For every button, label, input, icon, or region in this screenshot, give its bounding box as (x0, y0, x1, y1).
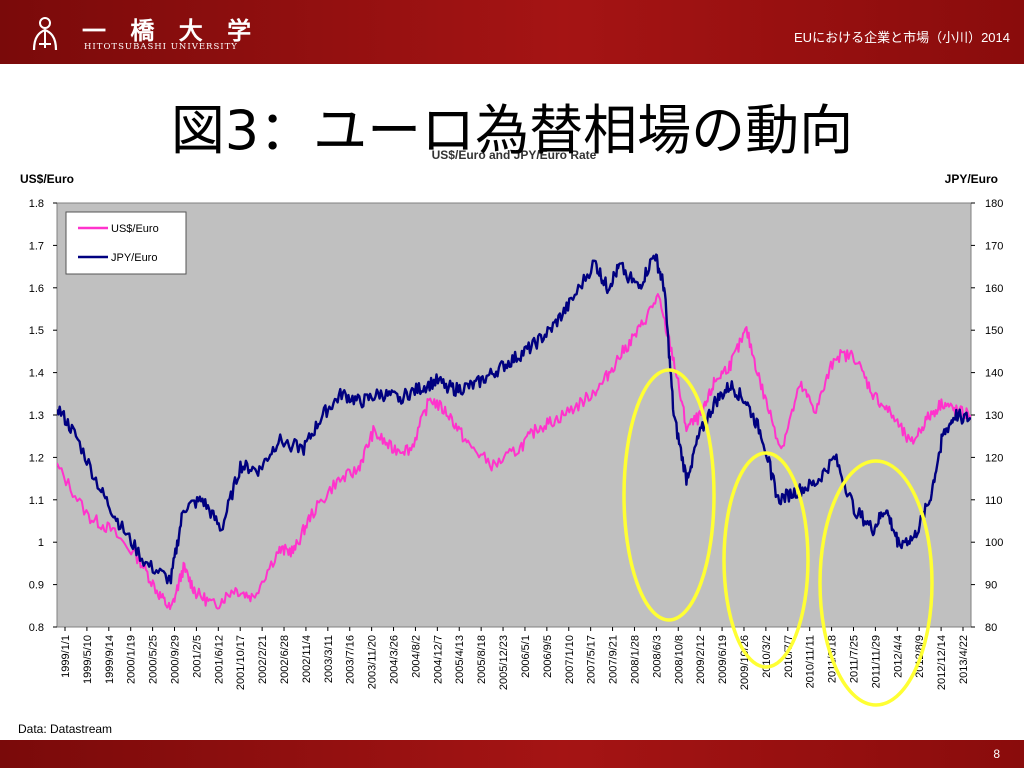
legend: US$/Euro JPY/Euro (65, 211, 187, 275)
x-tick-label: 2008/6/3 (651, 635, 663, 678)
x-tick-label: 2003/11/20 (367, 635, 379, 689)
y-tick-label-right: 130 (985, 410, 1003, 422)
x-tick-label: 2007/9/21 (608, 635, 620, 684)
legend-box (65, 211, 187, 275)
x-tick-label: 2004/8/2 (410, 635, 422, 678)
x-tick-label: 2010/11/11 (805, 635, 817, 688)
highlight-ellipse-2008 (622, 368, 716, 622)
x-tick-label: 2004/12/7 (432, 635, 444, 684)
x-tick-label: 2008/10/8 (673, 635, 685, 684)
y-tick-label-left: 1.3 (29, 410, 44, 422)
y-tick-label-right: 120 (985, 452, 1003, 464)
page-number: 8 (993, 747, 1000, 761)
highlight-ellipse-2010 (722, 451, 810, 669)
x-tick-label: 2005/8/18 (476, 635, 488, 684)
x-tick-label: 2002/11/4 (301, 635, 313, 683)
x-tick-label: 2006/9/5 (542, 635, 554, 678)
chart-title: US$/Euro and JPY/Euro Rate (432, 148, 597, 162)
y-tick-label-left: 1.2 (29, 452, 44, 464)
x-tick-label: 2003/3/11 (323, 635, 335, 683)
exchange-rate-chart: US$/Euro and JPY/Euro Rate US$/Euro JPY/Eu… (20, 148, 1003, 707)
legend-label: US$/Euro (111, 223, 159, 235)
y-tick-label-right: 180 (985, 198, 1003, 210)
y-tick-label-right: 110 (985, 495, 1003, 507)
x-tick-label: 2005/12/23 (498, 635, 510, 690)
x-tick-label: 2000/5/25 (148, 635, 160, 684)
x-tick-label: 2007/1/10 (564, 635, 576, 684)
x-tick-label: 2002/2/21 (257, 635, 269, 684)
y-tick-label-right: 140 (985, 368, 1003, 380)
y-tick-label-right: 100 (985, 537, 1003, 549)
y-tick-label-left: 1.7 (29, 240, 44, 252)
x-tick-label: 2013/4/22 (958, 635, 970, 684)
y-tick-label-right: 80 (985, 622, 997, 634)
x-tick-label: 2010/3/2 (761, 635, 773, 678)
slide-title: 図3：ユーロ為替相場の動向 (170, 99, 854, 162)
x-tick-label: 2006/5/1 (520, 635, 532, 678)
y-tick-label-left: 1.8 (29, 198, 44, 210)
y-tick-label-right: 150 (985, 325, 1003, 337)
data-source-note: Data: Datastream (18, 722, 113, 736)
highlight-ellipse-2011 (818, 459, 934, 707)
x-tick-label: 2001/10/17 (235, 635, 247, 690)
x-tick-label: 2000/9/29 (170, 635, 182, 684)
x-tick-label: 2012/4/4 (892, 635, 904, 678)
y-tick-label-left: 1 (38, 537, 44, 549)
header-bar: 一 橋 大 学 HITOTSUBASHI UNIVERSITY EUにおける企業… (0, 0, 1024, 64)
x-tick-label: 2001/2/5 (191, 635, 203, 678)
y-tick-label-left: 1.4 (29, 368, 44, 380)
y-tick-label-right: 160 (985, 283, 1003, 295)
logo-text-jp: 一 橋 大 学 (82, 16, 260, 45)
x-tick-label: 2009/2/12 (695, 635, 707, 684)
x-tick-label: 2001/6/12 (213, 635, 225, 684)
x-tick-label: 2011/7/25 (848, 635, 860, 683)
x-tick-label: 2009/6/19 (717, 635, 729, 684)
y-tick-label-left: 1.1 (29, 495, 44, 507)
x-tick-label: 2007/5/17 (586, 635, 598, 684)
logo-text-en: HITOTSUBASHI UNIVERSITY (84, 42, 238, 52)
x-tick-label: 1999/9/14 (104, 635, 116, 684)
series-line-jpy-euro (57, 253, 971, 585)
series-line-usd-euro (57, 293, 971, 611)
y-tick-label-right: 170 (985, 240, 1003, 252)
x-tick-label: 2002/6/28 (279, 635, 291, 684)
x-tick-label: 2005/4/13 (454, 635, 466, 684)
x-tick-label: 2008/1/28 (629, 635, 641, 684)
course-title: EUにおける企業と市場（小川）2014 (794, 30, 1010, 45)
university-logo-icon (32, 17, 58, 51)
y-tick-label-left: 0.9 (29, 580, 44, 592)
x-tick-label: 2011/11/29 (870, 635, 882, 688)
y-tick-label-left: 1.6 (29, 283, 44, 295)
x-tick-label: 2000/1/19 (126, 635, 138, 684)
x-tick-label: 2012/12/14 (936, 635, 948, 690)
x-tick-label: 2004/3/26 (389, 635, 401, 684)
y-tick-label-left: 0.8 (29, 622, 44, 634)
legend-label: JPY/Euro (111, 252, 157, 264)
x-tick-label: 1999/5/10 (82, 635, 94, 684)
plot-area (56, 202, 972, 628)
y-tick-label-left: 1.5 (29, 325, 44, 337)
y-tick-label-right: 90 (985, 580, 997, 592)
x-tick-label: 2003/7/16 (345, 635, 357, 684)
y-axis-label-left: US$/Euro (20, 172, 74, 186)
footer-bar (0, 740, 1024, 768)
y-axis-label-right: JPY/Euro (945, 172, 998, 186)
x-tick-label: 1999/1/1 (60, 635, 72, 678)
